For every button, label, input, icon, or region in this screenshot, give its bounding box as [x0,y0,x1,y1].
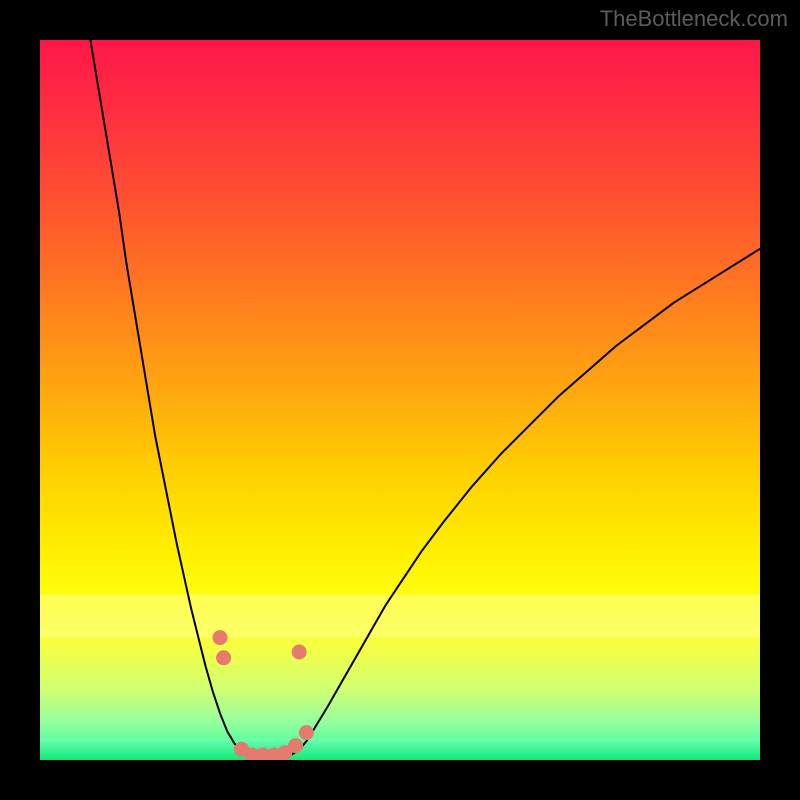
plot-area [40,40,760,760]
green-band [40,738,760,760]
data-marker [213,631,227,645]
data-marker [292,645,306,659]
watermark-text: TheBottleneck.com [600,6,788,32]
data-marker [299,726,313,740]
data-marker [289,739,303,753]
pale-highlight-band [40,594,760,637]
data-marker [217,651,231,665]
chart-svg [40,40,760,760]
gradient-background [40,40,760,760]
chart-frame: TheBottleneck.com [0,0,800,800]
